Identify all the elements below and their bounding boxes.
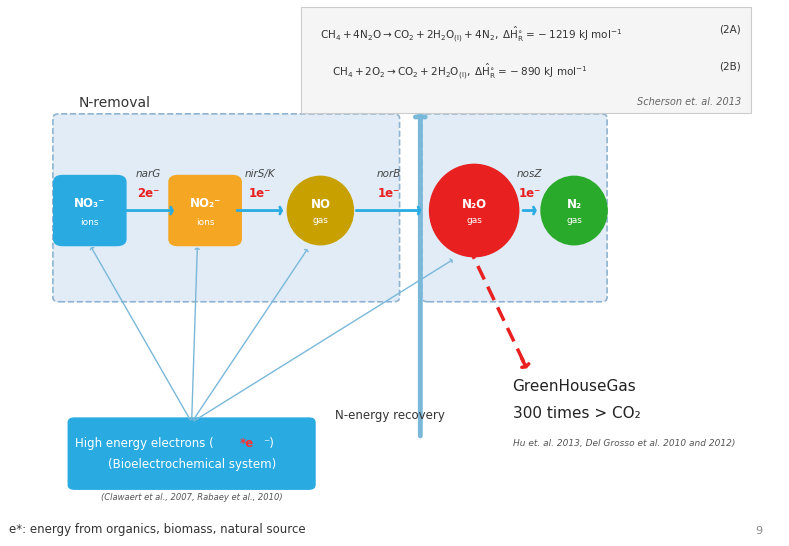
- Ellipse shape: [429, 164, 518, 257]
- Text: norB: norB: [376, 169, 401, 179]
- Text: ions: ions: [196, 218, 215, 227]
- Text: 1e⁻: 1e⁻: [249, 187, 271, 200]
- Text: (2A): (2A): [719, 25, 741, 35]
- Text: gas: gas: [567, 216, 582, 225]
- Text: (Clawaert et al., 2007, Rabaey et al., 2010): (Clawaert et al., 2007, Rabaey et al., 2…: [101, 493, 282, 502]
- FancyBboxPatch shape: [54, 175, 126, 246]
- Text: Scherson et. al. 2013: Scherson et. al. 2013: [637, 97, 741, 108]
- Text: N₂O: N₂O: [462, 198, 487, 211]
- Text: N-energy recovery: N-energy recovery: [335, 410, 444, 423]
- Text: 300 times > CO₂: 300 times > CO₂: [513, 406, 641, 421]
- Text: 9: 9: [755, 526, 762, 537]
- Text: 2e⁻: 2e⁻: [136, 187, 159, 200]
- FancyBboxPatch shape: [301, 7, 751, 113]
- Text: 1e⁻: 1e⁻: [518, 187, 541, 200]
- Ellipse shape: [541, 176, 607, 245]
- Text: gas: gas: [466, 216, 482, 225]
- Text: $\mathrm{CH_4 + 4N_2O \rightarrow CO_2 + 2H_2O_{(l)} + 4N_2,\ \Delta\hat{H}^{\ci: $\mathrm{CH_4 + 4N_2O \rightarrow CO_2 +…: [320, 25, 623, 44]
- Text: ions: ions: [80, 218, 99, 227]
- Text: narG: narG: [135, 169, 160, 179]
- Text: e*: energy from organics, biomass, natural source: e*: energy from organics, biomass, natur…: [9, 524, 305, 537]
- Text: High energy electrons (: High energy electrons (: [75, 437, 213, 450]
- Ellipse shape: [287, 176, 353, 245]
- Text: (Bioelectrochemical system): (Bioelectrochemical system): [107, 458, 276, 471]
- Text: ⁻): ⁻): [263, 437, 274, 450]
- FancyBboxPatch shape: [69, 418, 315, 489]
- Text: (2B): (2B): [719, 61, 741, 71]
- Text: gas: gas: [312, 216, 328, 225]
- FancyBboxPatch shape: [53, 114, 399, 302]
- Text: *e: *e: [239, 437, 253, 450]
- Text: N₂: N₂: [567, 198, 581, 211]
- Text: N-removal: N-removal: [78, 96, 150, 110]
- Text: NO₂⁻: NO₂⁻: [189, 197, 221, 210]
- FancyBboxPatch shape: [422, 114, 607, 302]
- Text: GreenHouseGas: GreenHouseGas: [513, 379, 636, 394]
- Text: nirS/K: nirS/K: [245, 169, 275, 179]
- Text: NO: NO: [310, 198, 331, 211]
- Text: nosZ: nosZ: [517, 169, 543, 179]
- Text: NO₃⁻: NO₃⁻: [74, 197, 106, 210]
- Text: $\mathrm{CH_4 + 2O_2 \rightarrow CO_2 + 2H_2O_{(l)},\ \Delta\hat{H}^{\circ}_{R} : $\mathrm{CH_4 + 2O_2 \rightarrow CO_2 + …: [332, 61, 588, 81]
- Text: Hu et. al. 2013, Del Grosso et al. 2010 and 2012): Hu et. al. 2013, Del Grosso et al. 2010 …: [513, 438, 735, 448]
- FancyBboxPatch shape: [169, 175, 241, 246]
- Text: 1e⁻: 1e⁻: [378, 187, 400, 200]
